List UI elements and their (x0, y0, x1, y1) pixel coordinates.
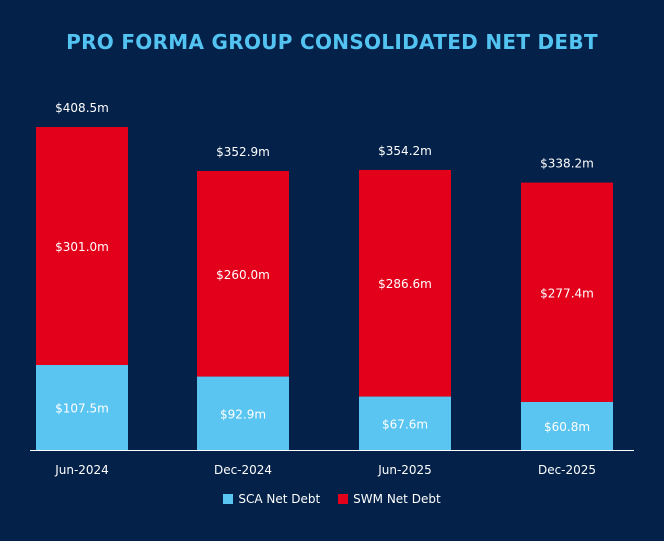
bar-sca-2 (359, 396, 451, 450)
legend-label-swm: SWM Net Debt (353, 492, 441, 506)
chart-title: PRO FORMA GROUP CONSOLIDATED NET DEBT (66, 30, 598, 54)
bar-sca-3 (521, 401, 613, 450)
x-tick-label-0: Jun-2024 (54, 463, 109, 477)
bar-swm-3 (521, 182, 613, 402)
total-label-1: $352.9m (216, 145, 270, 159)
total-label-0: $408.5m (55, 101, 109, 115)
bar-sca-1 (197, 376, 289, 450)
bar-swm-0 (36, 127, 128, 365)
x-tick-label-3: Dec-2025 (538, 463, 596, 477)
legend-swatch-sca (223, 494, 234, 504)
data-label-sca-3: $60.8m (544, 420, 590, 434)
legend-label-sca: SCA Net Debt (238, 492, 321, 506)
total-label-3: $338.2m (540, 157, 594, 171)
data-label-swm-1: $260.0m (216, 268, 270, 282)
data-label-swm-0: $301.0m (55, 240, 109, 254)
chart-legend: SCA Net Debt SWM Net Debt (0, 492, 664, 506)
data-label-swm-3: $277.4m (540, 286, 594, 300)
data-label-sca-2: $67.6m (382, 417, 428, 431)
data-label-sca-0: $107.5m (55, 402, 109, 416)
data-label-swm-2: $286.6m (378, 277, 432, 291)
x-tick-label-2: Jun-2025 (377, 463, 432, 477)
legend-swatch-swm (338, 494, 349, 504)
bar-sca-0 (36, 365, 128, 450)
legend-item-swm: SWM Net Debt (338, 492, 441, 506)
x-tick-label-1: Dec-2024 (214, 463, 272, 477)
legend-item-sca: SCA Net Debt (223, 492, 320, 506)
total-label-2: $354.2m (378, 144, 432, 158)
bar-swm-2 (359, 169, 451, 397)
bar-swm-1 (197, 170, 289, 377)
data-label-sca-1: $92.9m (220, 407, 266, 421)
